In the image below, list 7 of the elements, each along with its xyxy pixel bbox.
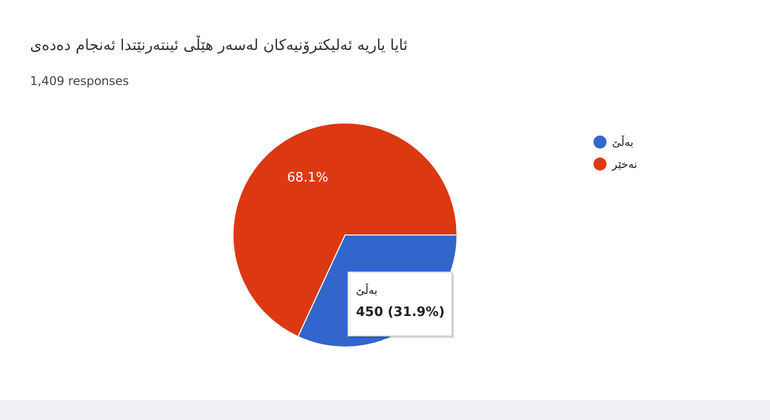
text: بەڵێ bbox=[356, 283, 378, 297]
legend-label: بەڵێ bbox=[612, 135, 634, 149]
text: 450 (31.9%) bbox=[356, 305, 445, 320]
data-label: 68.1% bbox=[286, 170, 328, 186]
legend-label: نەخێر bbox=[611, 158, 638, 171]
text: 1,409 responses bbox=[30, 74, 129, 88]
chart-title: ئایا یاریە ئەلیکترۆنیەکان لەسەر هێڵی ئینتەرنێتدا ئەنجام دەدەی bbox=[30, 35, 408, 54]
